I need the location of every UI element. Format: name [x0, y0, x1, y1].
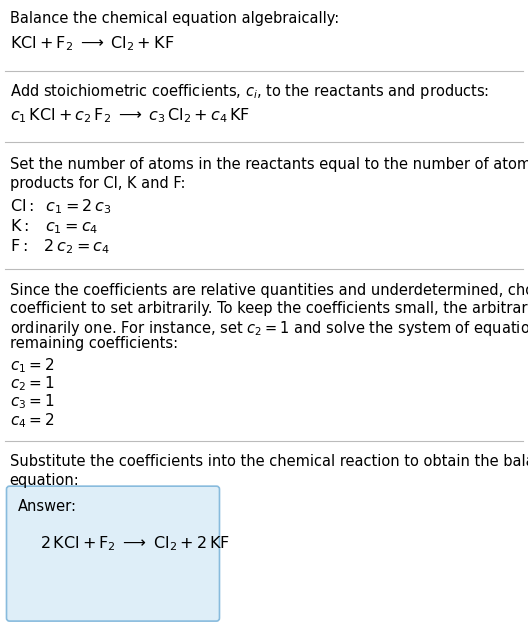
Text: coefficient to set arbitrarily. To keep the coefficients small, the arbitrary va: coefficient to set arbitrarily. To keep …	[10, 301, 528, 316]
Text: $c_2 = 1$: $c_2 = 1$	[10, 374, 54, 393]
Text: remaining coefficients:: remaining coefficients:	[10, 336, 177, 351]
Text: Balance the chemical equation algebraically:: Balance the chemical equation algebraica…	[10, 11, 339, 27]
Text: products for Cl, K and F:: products for Cl, K and F:	[10, 176, 185, 191]
Text: Since the coefficients are relative quantities and underdetermined, choose a: Since the coefficients are relative quan…	[10, 283, 528, 298]
Text: $\mathrm{K:}\;\;\; c_1 = c_4$: $\mathrm{K:}\;\;\; c_1 = c_4$	[10, 217, 98, 236]
Text: $c_4 = 2$: $c_4 = 2$	[10, 411, 54, 430]
Text: $\mathrm{Cl:}\;\; c_1 = 2\,c_3$: $\mathrm{Cl:}\;\; c_1 = 2\,c_3$	[10, 197, 111, 216]
Text: Set the number of atoms in the reactants equal to the number of atoms in the: Set the number of atoms in the reactants…	[10, 157, 528, 172]
Text: ordinarily one. For instance, set $c_2 = 1$ and solve the system of equations fo: ordinarily one. For instance, set $c_2 =…	[10, 319, 528, 337]
Text: $c_3 = 1$: $c_3 = 1$	[10, 392, 54, 411]
Text: $c_1\,\mathrm{KCl} + c_2\,\mathrm{F_2} \;\longrightarrow\; c_3\,\mathrm{Cl_2} + : $c_1\,\mathrm{KCl} + c_2\,\mathrm{F_2} \…	[10, 106, 250, 125]
Text: $c_1 = 2$: $c_1 = 2$	[10, 356, 54, 375]
Text: Answer:: Answer:	[17, 499, 77, 514]
Text: equation:: equation:	[10, 473, 79, 488]
Text: $\mathrm{2\,KCl + F_2} \;\longrightarrow\; \mathrm{Cl_2 + 2\,KF}$: $\mathrm{2\,KCl + F_2} \;\longrightarrow…	[40, 534, 229, 553]
Text: Substitute the coefficients into the chemical reaction to obtain the balanced: Substitute the coefficients into the che…	[10, 454, 528, 469]
Text: $\mathrm{F:}\;\;\; 2\,c_2 = c_4$: $\mathrm{F:}\;\;\; 2\,c_2 = c_4$	[10, 238, 109, 257]
Text: Add stoichiometric coefficients, $c_i$, to the reactants and products:: Add stoichiometric coefficients, $c_i$, …	[10, 82, 489, 101]
FancyBboxPatch shape	[6, 486, 220, 621]
Text: $\mathrm{KCl + F_2} \;\longrightarrow\; \mathrm{Cl_2 + KF}$: $\mathrm{KCl + F_2} \;\longrightarrow\; …	[10, 35, 174, 54]
